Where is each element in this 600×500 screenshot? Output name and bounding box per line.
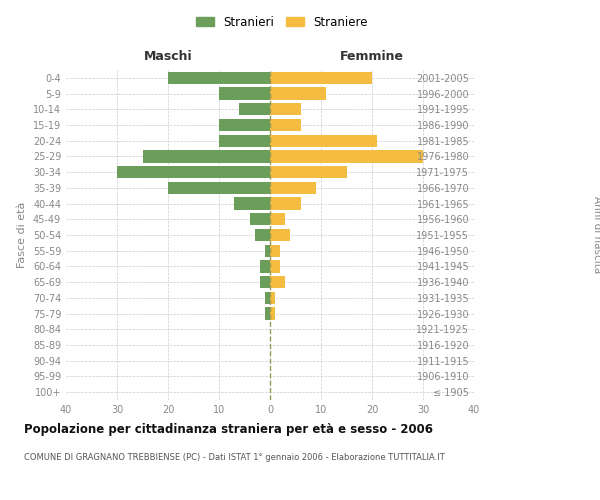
Bar	[270, 198, 301, 209]
Bar	[270, 244, 280, 257]
Bar	[265, 244, 270, 257]
Bar	[219, 134, 270, 147]
Bar	[270, 182, 316, 194]
Bar	[270, 72, 372, 84]
Bar	[270, 276, 286, 288]
Bar	[235, 198, 270, 209]
Bar	[270, 166, 347, 178]
Bar	[270, 308, 275, 320]
Bar	[143, 150, 270, 162]
Text: Femmine: Femmine	[340, 50, 404, 62]
Bar	[219, 88, 270, 100]
Bar	[260, 276, 270, 288]
Bar	[117, 166, 270, 178]
Bar	[270, 260, 280, 272]
Text: Popolazione per cittadinanza straniera per età e sesso - 2006: Popolazione per cittadinanza straniera p…	[24, 422, 433, 436]
Y-axis label: Fasce di età: Fasce di età	[17, 202, 27, 268]
Bar	[270, 119, 301, 131]
Bar	[219, 119, 270, 131]
Bar	[270, 292, 275, 304]
Text: COMUNE DI GRAGNANO TREBBIENSE (PC) - Dati ISTAT 1° gennaio 2006 - Elaborazione T: COMUNE DI GRAGNANO TREBBIENSE (PC) - Dat…	[24, 452, 445, 462]
Bar	[239, 103, 270, 116]
Bar	[265, 308, 270, 320]
Bar	[270, 213, 286, 226]
Bar	[260, 260, 270, 272]
Bar	[270, 134, 377, 147]
Bar	[270, 150, 423, 162]
Bar	[270, 88, 326, 100]
Bar	[270, 229, 290, 241]
Bar	[168, 182, 270, 194]
Bar	[250, 213, 270, 226]
Text: Maschi: Maschi	[143, 50, 193, 62]
Bar	[168, 72, 270, 84]
Bar	[254, 229, 270, 241]
Bar	[265, 292, 270, 304]
Legend: Stranieri, Straniere: Stranieri, Straniere	[191, 11, 373, 34]
Bar	[270, 103, 301, 116]
Text: Anni di nascita: Anni di nascita	[592, 196, 600, 274]
